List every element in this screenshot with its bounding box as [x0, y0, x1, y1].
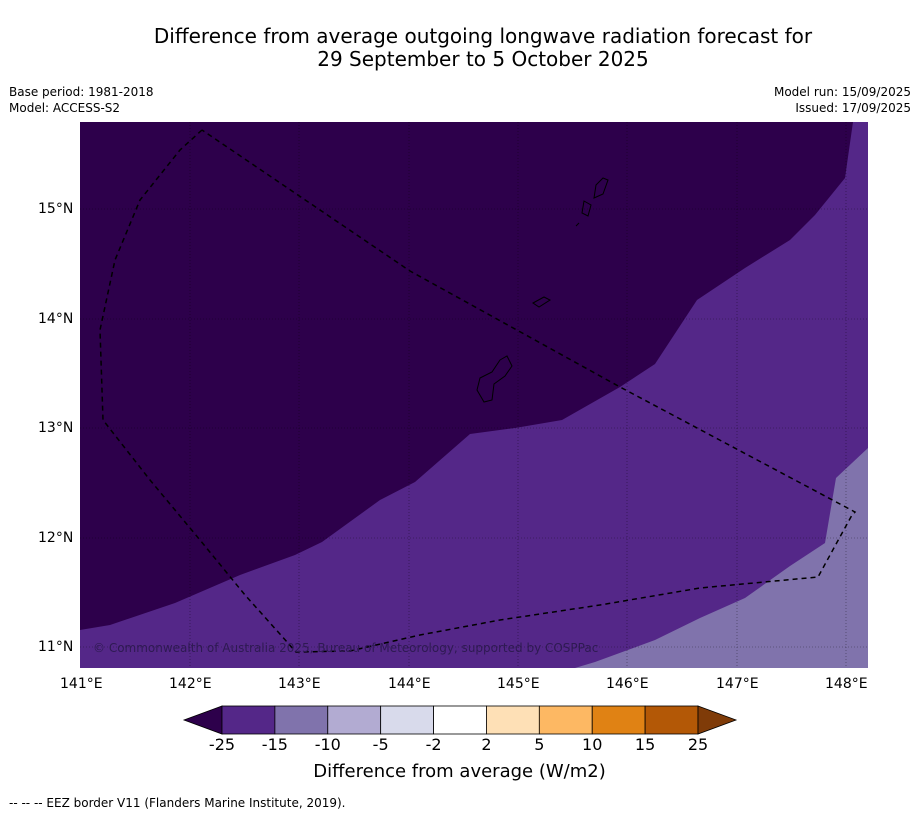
colorbar-segment [433, 705, 487, 735]
colorbar-segment [274, 705, 329, 735]
model-run: Model run: 15/09/2025 [773, 85, 911, 99]
colorbar-tick-label: 25 [687, 735, 709, 754]
colorbar-tick-label: 15 [634, 735, 656, 754]
lon-label-143e: 143°E [278, 676, 321, 692]
colorbar-tick-label: -5 [372, 735, 389, 754]
lon-label-147e: 147°E [716, 676, 759, 692]
eez-footnote: -- -- -- EEZ border V11 (Flanders Marine… [9, 796, 346, 810]
lon-label-141e: 141°E [60, 676, 103, 692]
anomaly-band-minus-15 [80, 122, 868, 668]
colorbar-title: Difference from average (W/m2) [313, 761, 606, 782]
issued-date: Issued: 17/09/2025 [795, 101, 911, 115]
lon-label-146e: 146°E [606, 676, 649, 692]
lat-label-12n: 12°N [38, 530, 74, 546]
lat-label-11n: 11°N [38, 639, 74, 655]
eez-border [99, 129, 857, 653]
copyright-notice: © Commonwealth of Australia 2025, Bureau… [93, 641, 599, 655]
lon-label-148e: 148°E [825, 676, 868, 692]
colorbar-segment [591, 705, 646, 735]
title-line-2: 29 September to 5 October 2025 [317, 47, 649, 71]
colorbar-segment [644, 705, 699, 735]
colorbar-extend-low [182, 705, 223, 735]
colorbar-tick-label: -10 [314, 735, 341, 754]
guam-island [476, 355, 513, 403]
colorbar [182, 705, 738, 735]
graticule [80, 122, 868, 668]
colorbar-tick-label: 10 [582, 735, 603, 754]
title-line-1: Difference from average outgoing longwav… [153, 24, 813, 48]
colorbar-tick-label: 5 [534, 735, 545, 754]
colorbar-segment [221, 705, 276, 735]
lon-label-142e: 142°E [169, 676, 212, 692]
colorbar-segment [538, 705, 593, 735]
colorbar-tick-label: -2 [425, 735, 442, 754]
islands [476, 177, 609, 403]
saipan-island [593, 177, 609, 199]
colorbar-segment [327, 705, 382, 735]
model-name: Model: ACCESS-S2 [9, 101, 121, 115]
base-period: Base period: 1981-2018 [9, 85, 154, 99]
lon-label-145e: 145°E [497, 676, 540, 692]
map-panel [80, 122, 868, 668]
anomaly-band-minus-10 [575, 448, 868, 668]
colorbar-tick-label: -15 [261, 735, 288, 754]
tinian-island [581, 200, 592, 217]
colorbar-segment [486, 705, 540, 735]
colorbar-tick-label: -25 [208, 735, 236, 754]
colorbar-tick-label: 2 [481, 735, 492, 754]
rota-island [532, 296, 552, 308]
colorbar-extend-high [697, 705, 738, 735]
lat-label-15n: 15°N [38, 201, 74, 217]
lat-label-13n: 13°N [38, 420, 74, 436]
aguijan-islet [575, 222, 580, 227]
lat-label-14n: 14°N [38, 311, 74, 327]
colorbar-segment [380, 705, 434, 735]
lon-label-144e: 144°E [388, 676, 431, 692]
